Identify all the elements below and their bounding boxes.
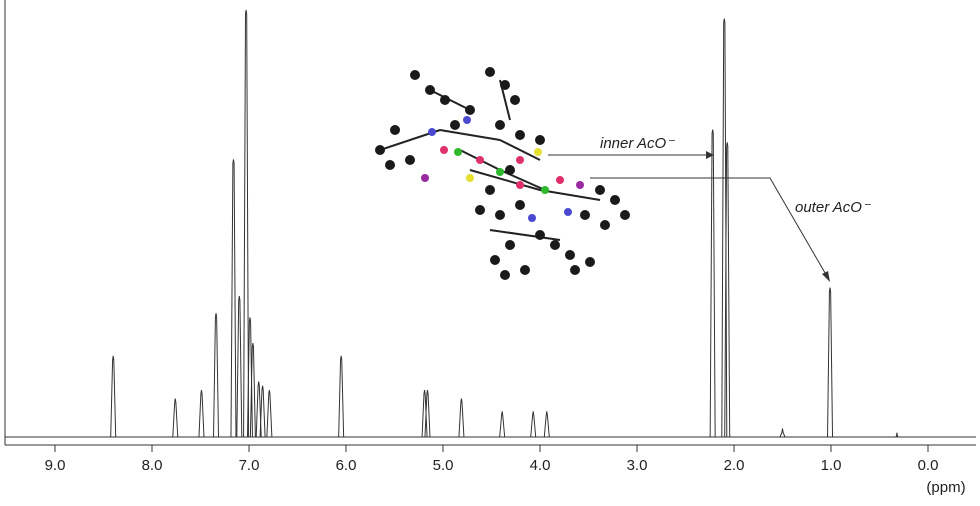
- annotation-arrow: [590, 177, 829, 279]
- peak: [255, 381, 262, 438]
- peak: [110, 355, 117, 438]
- peak: [779, 428, 786, 438]
- peak: [198, 389, 205, 438]
- peak: [894, 432, 900, 438]
- peak: [530, 411, 537, 438]
- x-axis-label: (ppm): [926, 479, 965, 496]
- peak: [424, 389, 431, 438]
- peak: [266, 389, 273, 438]
- peak: [721, 18, 728, 438]
- peak: [259, 385, 266, 438]
- peak: [499, 411, 506, 438]
- x-tick-label: 1.0: [821, 457, 842, 474]
- annotation: inner AcO⁻: [600, 135, 675, 152]
- x-tick-label: 6.0: [336, 457, 357, 474]
- x-tick-label: 3.0: [627, 457, 648, 474]
- peak: [243, 9, 250, 438]
- x-tick-label: 7.0: [239, 457, 260, 474]
- peak: [543, 411, 550, 438]
- peak: [172, 398, 179, 438]
- peak: [827, 287, 834, 438]
- peak: [338, 355, 345, 438]
- peak: [246, 317, 253, 438]
- peak: [709, 129, 716, 438]
- x-tick-label: 8.0: [142, 457, 163, 474]
- peak: [213, 313, 220, 438]
- peak: [230, 159, 237, 438]
- peak: [236, 296, 243, 438]
- arrow-head: [822, 271, 830, 282]
- annotation: outer AcO⁻: [795, 199, 871, 216]
- molecule-atoms: [375, 67, 630, 280]
- peak: [458, 398, 465, 438]
- peak: [249, 342, 256, 438]
- x-tick-label: 2.0: [724, 457, 745, 474]
- x-tick-label: 0.0: [918, 457, 939, 474]
- arrow-head: [706, 151, 714, 159]
- x-tick-label: 5.0: [433, 457, 454, 474]
- peak: [724, 142, 731, 438]
- x-tick-label: 9.0: [45, 457, 66, 474]
- x-tick-label: 4.0: [530, 457, 551, 474]
